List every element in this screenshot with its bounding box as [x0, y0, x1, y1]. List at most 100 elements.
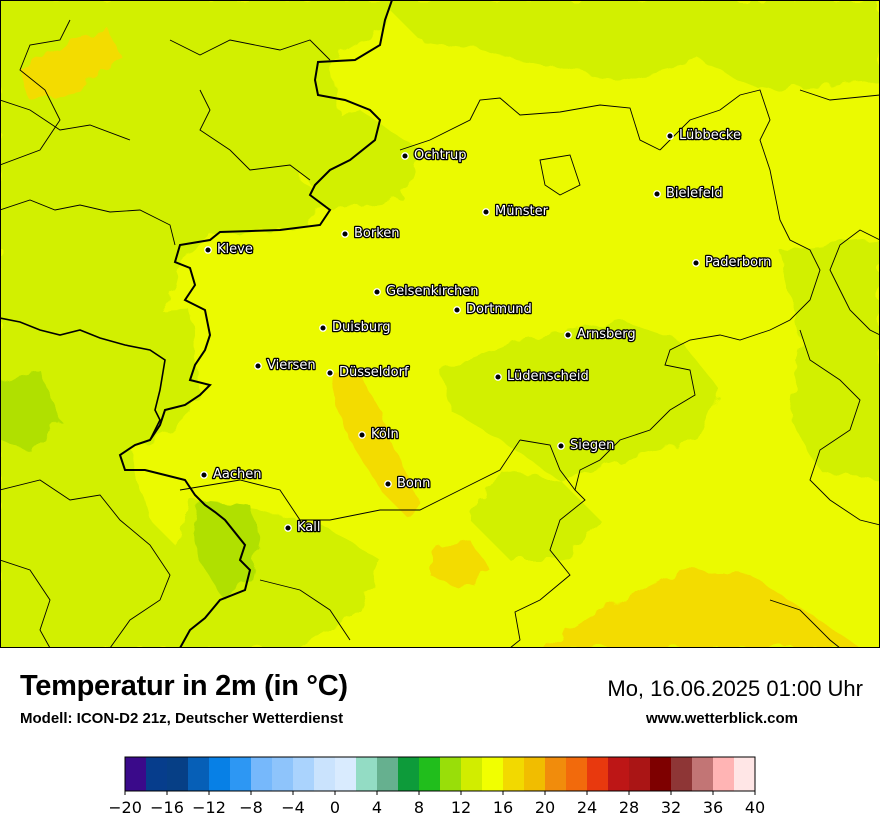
cool-zone-north [380, 0, 880, 90]
regional-border [539, 154, 581, 196]
city-label: Viersen [267, 358, 316, 373]
city-marker-dortmund[interactable]: Dortmund [453, 301, 533, 318]
city-marker-gelsenkirchen[interactable]: Gelsenkirchen [373, 283, 480, 300]
city-marker-paderborn[interactable]: Paderborn [692, 254, 773, 271]
legend-frame [124, 756, 756, 792]
legend-swatch [566, 757, 588, 791]
legend-swatch [503, 757, 525, 791]
warm-zone-south [540, 570, 860, 648]
forecast-datetime: Mo, 16.06.2025 01:00 Uhr [607, 676, 863, 701]
legend-tick-label: 32 [661, 798, 681, 817]
regional-border [179, 439, 521, 521]
legend-ticks: −20 −16 −12 −8 −4 0 4 8 12 16 20 24 28 32 36 40 [110, 791, 765, 817]
city-dot [482, 208, 490, 216]
regional-border [0, 559, 51, 648]
legend-swatch [524, 757, 546, 791]
cool-zone-north-central [300, 110, 420, 210]
city-marker-luedenscheid[interactable]: Lüdenscheid [494, 368, 590, 385]
legend-tick-label: 20 [535, 798, 555, 817]
city-label: Bonn [397, 476, 430, 491]
legend-tick-label: 12 [451, 798, 471, 817]
city-dot [204, 246, 212, 254]
city-marker-bonn[interactable]: Bonn [384, 475, 432, 492]
city-dot [373, 288, 381, 296]
city-marker-luebbecke[interactable]: Lübbecke [666, 127, 742, 144]
color-legend: −20 −16 −12 −8 −4 0 4 8 12 16 20 24 28 32 36 40 [110, 756, 765, 817]
legend-swatch [608, 757, 630, 791]
legend-tick-label: −16 [150, 798, 184, 817]
legend-swatch [272, 757, 294, 791]
city-dot [384, 480, 392, 488]
regional-border [829, 229, 880, 336]
city-marker-kall[interactable]: Kall [284, 519, 322, 536]
city-label: Kleve [217, 242, 253, 257]
city-marker-ochtrup[interactable]: Ochtrup [401, 147, 468, 164]
legend-swatch [356, 757, 378, 791]
website-link[interactable]: www.wetterblick.com [646, 710, 798, 727]
map-title: Temperatur in 2m (in °C) [20, 670, 348, 702]
regional-border [769, 599, 841, 648]
city-marker-siegen[interactable]: Siegen [557, 437, 616, 454]
city-dot [564, 331, 572, 339]
city-marker-duesseldorf[interactable]: Düsseldorf [326, 364, 410, 381]
city-marker-viersen[interactable]: Viersen [254, 357, 317, 374]
city-marker-duisburg[interactable]: Duisburg [319, 319, 392, 336]
regional-border [519, 439, 576, 491]
cool-zone-sauerland [440, 320, 720, 480]
city-marker-koeln[interactable]: Köln [358, 426, 400, 443]
legend-swatch [335, 757, 357, 791]
legend-tick-label: −20 [110, 798, 142, 817]
regional-border [169, 39, 331, 61]
legend-swatch [251, 757, 273, 791]
city-label: Köln [371, 427, 399, 442]
city-label: Münster [495, 204, 549, 219]
city-marker-aachen[interactable]: Aachen [200, 466, 263, 483]
legend-swatches [125, 757, 756, 791]
legend-tick-label: 36 [703, 798, 723, 817]
legend-swatch [230, 757, 252, 791]
legend-swatch [167, 757, 189, 791]
city-marker-borken[interactable]: Borken [341, 225, 401, 242]
city-marker-kleve[interactable]: Kleve [204, 241, 254, 258]
regional-border [0, 479, 171, 648]
city-label: Bielefeld [666, 186, 723, 201]
city-dot [401, 152, 409, 160]
city-label: Aachen [213, 467, 261, 482]
legend-swatch [692, 757, 714, 791]
regional-border [799, 329, 880, 526]
legend-swatch [713, 757, 735, 791]
city-label: Düsseldorf [339, 365, 409, 380]
legend-swatch [314, 757, 336, 791]
legend-swatch [398, 757, 420, 791]
city-dot [200, 471, 208, 479]
city-dot [494, 373, 502, 381]
legend-tick-label: −4 [281, 798, 305, 817]
legend-tick-label: 4 [372, 798, 382, 817]
legend-swatch [671, 757, 693, 791]
regional-border [259, 579, 351, 641]
legend-tick-label: 24 [577, 798, 597, 817]
city-label: Siegen [570, 438, 614, 453]
borders [0, 0, 880, 648]
nl-be-border [0, 317, 166, 441]
city-dot [254, 362, 262, 370]
city-dot [358, 431, 366, 439]
city-dot [692, 259, 700, 267]
city-label: Paderborn [705, 255, 771, 270]
legend-tick-label: −12 [192, 798, 226, 817]
legend-tick-label: 8 [414, 798, 424, 817]
city-label: Arnsberg [577, 327, 636, 342]
legend-tick-label: 0 [330, 798, 340, 817]
regional-border [799, 89, 880, 101]
legend-swatch [188, 757, 210, 791]
city-marker-arnsberg[interactable]: Arnsberg [564, 326, 637, 343]
city-dot [319, 324, 327, 332]
city-label: Gelsenkirchen [386, 284, 479, 299]
regional-border [0, 99, 131, 141]
city-marker-muenster[interactable]: Münster [482, 203, 550, 220]
city-marker-bielefeld[interactable]: Bielefeld [653, 185, 724, 202]
warm-zone-northwest [20, 30, 120, 100]
city-dot [666, 132, 674, 140]
legend-swatch [629, 757, 651, 791]
legend-tick-label: −8 [239, 798, 263, 817]
